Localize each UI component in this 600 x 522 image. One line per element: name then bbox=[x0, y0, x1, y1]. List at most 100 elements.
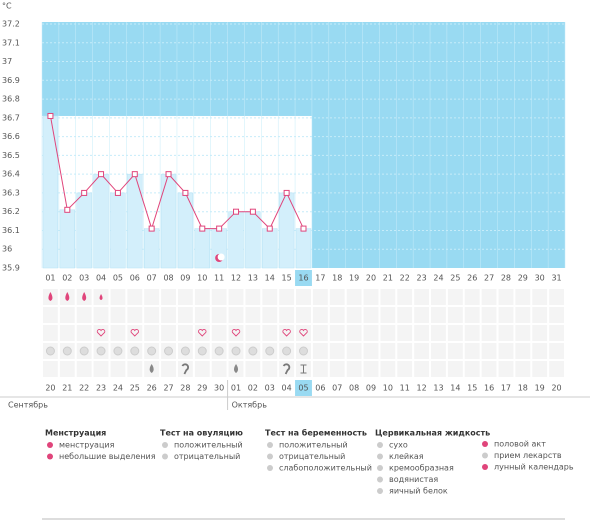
x-tick-label: 01 bbox=[45, 274, 55, 283]
icon-cell bbox=[262, 361, 278, 377]
icon-cell bbox=[329, 289, 345, 305]
x-tick-label: 05 bbox=[113, 274, 123, 283]
temperature-point bbox=[266, 225, 273, 232]
icon-cell bbox=[228, 325, 244, 341]
test-icon bbox=[113, 346, 123, 356]
icon-cell bbox=[532, 325, 548, 341]
legend-icon bbox=[482, 441, 488, 447]
test-icon bbox=[197, 346, 207, 356]
temperature-column bbox=[127, 173, 143, 269]
icon-cell bbox=[93, 361, 109, 377]
icon-cell bbox=[447, 289, 463, 305]
calendar-date: 14 bbox=[450, 384, 460, 393]
temperature-point bbox=[300, 225, 307, 232]
temperature-column bbox=[42, 115, 59, 269]
icon-cell bbox=[194, 289, 210, 305]
icon-cell bbox=[549, 361, 564, 377]
x-tick-label: 02 bbox=[62, 274, 72, 283]
menstruation-icon bbox=[65, 292, 70, 301]
x-tick-label: 16 bbox=[298, 274, 308, 283]
legend-item: слабоположительный bbox=[279, 464, 372, 473]
temperature-column bbox=[228, 211, 244, 269]
icon-cell bbox=[532, 361, 548, 377]
calendar-date: 29 bbox=[197, 384, 207, 393]
icon-cell bbox=[279, 361, 295, 377]
icon-cell bbox=[498, 325, 514, 341]
icon-cell bbox=[515, 289, 531, 305]
icon-cell bbox=[515, 361, 531, 377]
icon-cell bbox=[549, 289, 564, 305]
test-icon bbox=[299, 346, 308, 356]
icon-cell bbox=[59, 325, 75, 341]
icon-cell bbox=[363, 325, 379, 341]
legend-icon bbox=[47, 442, 53, 448]
icon-cell bbox=[296, 289, 311, 305]
calendar-date: 19 bbox=[535, 384, 545, 393]
icon-cell bbox=[177, 307, 193, 323]
calendar-date: 12 bbox=[417, 384, 427, 393]
legend-icon bbox=[267, 442, 273, 448]
x-tick-label: 25 bbox=[450, 274, 460, 283]
icon-cell bbox=[279, 289, 295, 305]
x-tick-label: 29 bbox=[518, 274, 528, 283]
icon-cell bbox=[279, 325, 295, 341]
icon-cell bbox=[532, 289, 548, 305]
calendar-date: 10 bbox=[383, 384, 393, 393]
icon-cell bbox=[447, 307, 463, 323]
calendar-date: 21 bbox=[62, 384, 72, 393]
test-icon bbox=[62, 346, 72, 356]
legend-title: Тест на беременность bbox=[265, 428, 367, 438]
icon-cell bbox=[464, 307, 480, 323]
x-tick-label: 11 bbox=[214, 274, 224, 283]
icon-cell bbox=[93, 325, 109, 341]
temperature-point bbox=[199, 225, 206, 232]
icon-cell bbox=[431, 361, 446, 377]
temperature-column bbox=[59, 209, 75, 269]
icon-cell bbox=[194, 361, 210, 377]
legend-icon bbox=[267, 453, 273, 460]
icon-cell bbox=[447, 361, 463, 377]
legend-icon bbox=[377, 465, 383, 471]
x-tick-label: 18 bbox=[332, 274, 342, 283]
icon-cell bbox=[414, 343, 430, 359]
icon-cell bbox=[262, 307, 278, 323]
calendar-date: 09 bbox=[366, 384, 376, 393]
x-tick-label: 06 bbox=[130, 274, 140, 283]
icon-cell bbox=[110, 307, 126, 323]
today-box bbox=[295, 380, 312, 396]
icon-cell bbox=[262, 325, 278, 341]
legend-item: положительный bbox=[174, 441, 243, 450]
icon-cell bbox=[245, 307, 261, 323]
icon-cell bbox=[110, 289, 126, 305]
legend-icon bbox=[377, 476, 383, 483]
icon-cell bbox=[464, 325, 480, 341]
icon-cell bbox=[329, 307, 345, 323]
icon-cell bbox=[312, 289, 328, 305]
icon-cell bbox=[481, 361, 497, 377]
x-tick-label: 28 bbox=[501, 274, 511, 283]
temperature-line bbox=[49, 115, 304, 231]
icon-cell bbox=[93, 307, 109, 323]
test-icon bbox=[45, 346, 55, 356]
temperature-point bbox=[216, 225, 223, 232]
legend-item: сухо bbox=[389, 441, 408, 450]
calendar-date: 13 bbox=[433, 384, 443, 393]
calendar-date: 16 bbox=[484, 384, 494, 393]
icon-cell bbox=[498, 361, 514, 377]
icon-cell bbox=[194, 325, 210, 341]
temperature-point bbox=[148, 225, 155, 232]
fluid-sticky bbox=[300, 364, 307, 374]
icon-cell bbox=[43, 325, 58, 341]
heart-icon bbox=[299, 329, 308, 337]
icon-cell bbox=[194, 307, 210, 323]
icon-cell bbox=[312, 361, 328, 377]
icon-cell bbox=[329, 325, 345, 341]
heart-icon bbox=[198, 329, 207, 337]
calendar-date: 11 bbox=[400, 384, 410, 393]
moon-icon-cut bbox=[217, 253, 225, 261]
y-tick-label: 36.8 bbox=[2, 95, 20, 104]
test-icon bbox=[130, 346, 140, 356]
x-tick-label: 20 bbox=[366, 274, 376, 283]
legend-title: Тест на овуляцию bbox=[160, 429, 243, 438]
x-tick-label: 10 bbox=[197, 274, 207, 283]
